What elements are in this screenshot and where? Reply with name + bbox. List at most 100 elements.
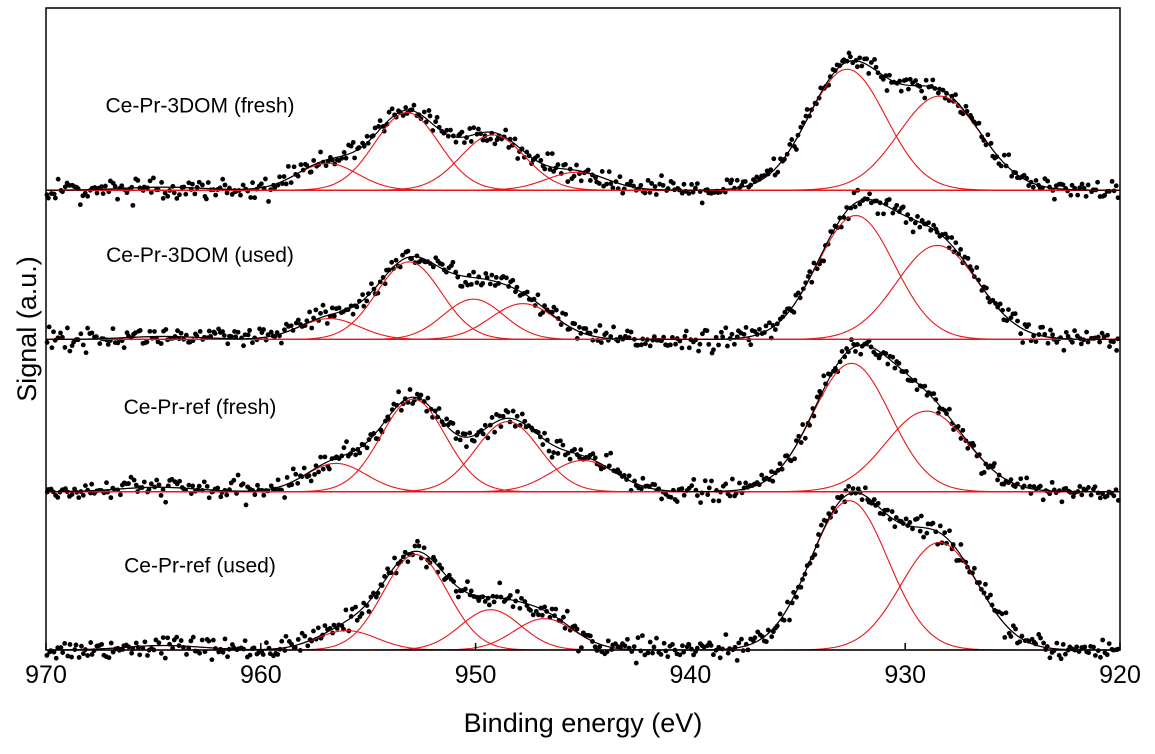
data-point xyxy=(162,190,168,196)
data-point xyxy=(1091,644,1096,650)
data-point xyxy=(1086,485,1091,490)
data-point xyxy=(578,645,584,651)
data-point xyxy=(907,76,913,82)
data-point xyxy=(222,182,228,188)
data-point xyxy=(572,446,578,452)
data-point xyxy=(1063,485,1069,491)
data-point xyxy=(1077,185,1083,191)
data-point xyxy=(731,341,737,347)
data-point xyxy=(240,481,246,487)
data-point xyxy=(1006,307,1011,313)
data-point xyxy=(555,451,561,456)
data-point xyxy=(121,345,127,351)
data-point xyxy=(983,581,988,587)
data-point xyxy=(743,480,749,486)
data-point xyxy=(781,617,787,623)
data-point xyxy=(802,435,808,441)
data-point xyxy=(188,638,194,644)
data-point xyxy=(344,439,349,445)
data-point xyxy=(282,495,288,500)
data-point xyxy=(489,415,495,420)
data-point xyxy=(1040,324,1046,330)
data-point xyxy=(55,176,61,182)
data-point xyxy=(435,414,441,420)
data-point xyxy=(679,190,685,196)
data-point xyxy=(471,438,477,444)
data-point xyxy=(405,248,411,254)
data-point xyxy=(1050,332,1055,338)
data-point xyxy=(1072,328,1078,334)
data-point xyxy=(424,564,429,570)
data-point xyxy=(787,617,792,623)
data-point xyxy=(153,637,159,643)
data-point xyxy=(517,605,523,611)
data-point xyxy=(252,492,258,498)
fit-component-peak xyxy=(46,609,1120,651)
fit-component-peak xyxy=(46,214,1120,340)
data-point xyxy=(1048,327,1053,333)
data-point xyxy=(1113,487,1119,493)
data-point xyxy=(519,146,525,152)
data-point xyxy=(279,340,284,346)
data-point xyxy=(663,648,669,654)
data-point xyxy=(489,272,495,278)
data-point xyxy=(498,424,504,429)
data-point xyxy=(289,482,295,488)
data-point xyxy=(364,445,370,451)
data-point xyxy=(110,326,116,332)
data-point xyxy=(497,580,503,586)
data-point xyxy=(343,607,349,613)
data-point xyxy=(729,177,735,183)
data-point xyxy=(748,342,754,348)
data-point xyxy=(231,477,237,483)
data-point xyxy=(1063,651,1068,657)
data-point xyxy=(727,493,733,499)
data-point xyxy=(922,383,928,389)
data-point xyxy=(631,644,637,650)
data-point xyxy=(188,491,194,496)
data-point xyxy=(926,220,931,226)
data-point xyxy=(504,275,509,281)
data-point xyxy=(606,463,612,469)
data-point xyxy=(89,330,95,336)
data-point xyxy=(177,192,182,198)
data-point xyxy=(159,179,164,185)
data-point xyxy=(873,352,879,358)
x-axis-label: Binding energy (eV) xyxy=(464,708,703,738)
data-point xyxy=(135,177,141,183)
data-point xyxy=(885,507,890,513)
data-point xyxy=(130,202,136,208)
data-point xyxy=(549,151,555,156)
data-point xyxy=(915,214,920,219)
data-point xyxy=(147,178,153,184)
data-point xyxy=(903,516,909,522)
data-point xyxy=(275,652,281,657)
data-point xyxy=(106,655,112,661)
data-point xyxy=(158,341,164,346)
data-point xyxy=(814,394,820,400)
data-point xyxy=(645,177,651,183)
data-point xyxy=(158,493,164,498)
data-point xyxy=(742,179,748,184)
data-point xyxy=(427,113,433,119)
data-point xyxy=(128,474,134,480)
data-point xyxy=(807,422,812,428)
data-point xyxy=(693,185,698,191)
data-point xyxy=(1069,339,1075,345)
data-point xyxy=(960,427,966,433)
data-point xyxy=(309,325,315,331)
data-point xyxy=(771,156,777,162)
data-point xyxy=(807,269,813,275)
data-point xyxy=(389,259,395,265)
data-point xyxy=(51,329,56,335)
data-point xyxy=(931,391,937,397)
data-point xyxy=(1065,334,1071,339)
data-point xyxy=(995,477,1000,483)
fit-component-peak xyxy=(46,162,1120,191)
data-point xyxy=(651,334,657,340)
data-point xyxy=(998,163,1004,169)
data-point xyxy=(826,511,832,517)
data-point xyxy=(906,86,911,92)
data-point xyxy=(890,210,896,216)
data-point xyxy=(115,196,120,202)
